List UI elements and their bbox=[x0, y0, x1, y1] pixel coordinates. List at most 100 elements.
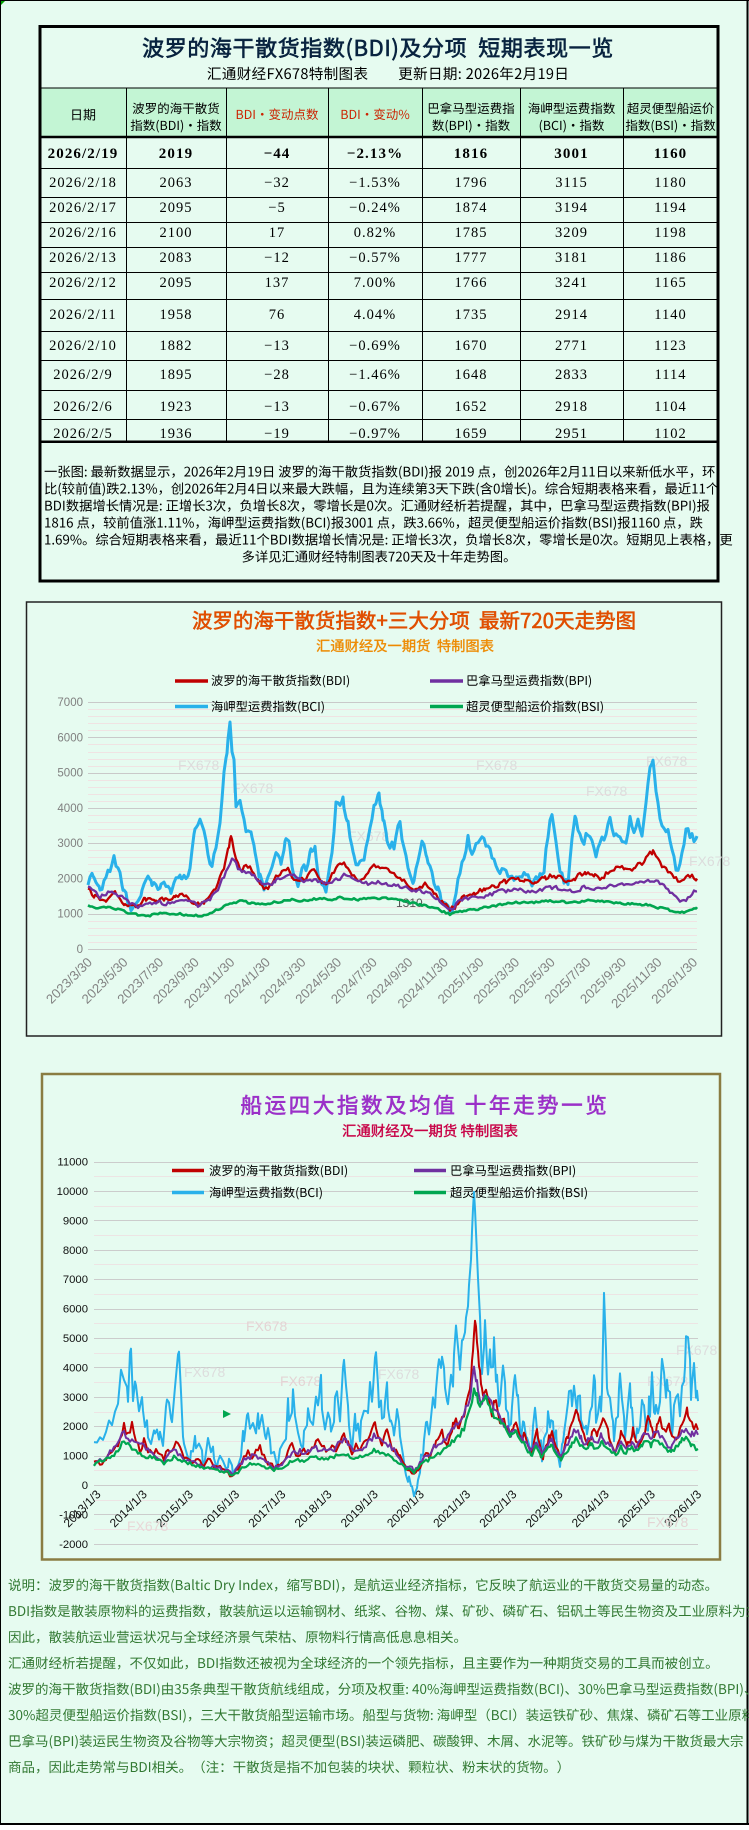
svg-text:5000: 5000 bbox=[63, 1333, 88, 1345]
svg-text:3194: 3194 bbox=[555, 200, 588, 216]
svg-text:2026/2/11: 2026/2/11 bbox=[49, 307, 116, 323]
svg-text:0.82%: 0.82% bbox=[354, 225, 396, 241]
svg-text:1198: 1198 bbox=[654, 225, 686, 241]
svg-text:−0.24%: −0.24% bbox=[349, 200, 401, 216]
svg-text:2095: 2095 bbox=[160, 200, 193, 216]
svg-text:FX678: FX678 bbox=[378, 1366, 419, 1382]
svg-text:FX678: FX678 bbox=[184, 1364, 225, 1380]
svg-text:2026/2/16: 2026/2/16 bbox=[49, 225, 117, 241]
svg-text:1816: 1816 bbox=[454, 146, 488, 162]
svg-text:1180: 1180 bbox=[654, 175, 686, 191]
svg-text:−28: −28 bbox=[264, 367, 290, 383]
svg-text:−0.69%: −0.69% bbox=[349, 338, 401, 354]
svg-text:1140: 1140 bbox=[654, 307, 686, 323]
svg-text:FX678: FX678 bbox=[586, 783, 627, 799]
svg-text:4000: 4000 bbox=[63, 1362, 88, 1374]
svg-text:-2000: -2000 bbox=[59, 1539, 88, 1551]
svg-text:137: 137 bbox=[265, 275, 290, 291]
svg-text:2026/2/12: 2026/2/12 bbox=[49, 275, 117, 291]
svg-text:3000: 3000 bbox=[63, 1392, 88, 1404]
svg-text:FX678: FX678 bbox=[476, 757, 517, 773]
svg-text:6000: 6000 bbox=[57, 732, 83, 744]
svg-text:−32: −32 bbox=[264, 175, 290, 191]
svg-text:FX678: FX678 bbox=[280, 1373, 321, 1389]
svg-text:2019: 2019 bbox=[159, 146, 193, 162]
svg-text:2026/2/17: 2026/2/17 bbox=[49, 200, 117, 216]
svg-text:FX678: FX678 bbox=[646, 753, 687, 769]
svg-text:6000: 6000 bbox=[63, 1304, 88, 1316]
svg-text:−2.13%: −2.13% bbox=[347, 146, 403, 162]
svg-text:1160: 1160 bbox=[654, 146, 688, 162]
svg-text:FX678: FX678 bbox=[178, 757, 219, 773]
svg-text:17: 17 bbox=[269, 225, 286, 241]
svg-text:3241: 3241 bbox=[555, 275, 588, 291]
svg-text:FX678: FX678 bbox=[676, 1342, 717, 1358]
svg-text:1104: 1104 bbox=[654, 399, 686, 415]
svg-text:3115: 3115 bbox=[555, 175, 587, 191]
svg-text:8000: 8000 bbox=[63, 1245, 88, 1257]
svg-text:FX678: FX678 bbox=[232, 780, 273, 796]
svg-text:1652: 1652 bbox=[455, 399, 488, 415]
svg-text:3181: 3181 bbox=[555, 250, 588, 266]
svg-text:0: 0 bbox=[82, 1480, 88, 1492]
svg-text:2026/2/9: 2026/2/9 bbox=[53, 367, 113, 383]
svg-text:1194: 1194 bbox=[654, 200, 686, 216]
svg-text:7000: 7000 bbox=[63, 1274, 88, 1286]
svg-text:1796: 1796 bbox=[455, 175, 488, 191]
svg-text:9000: 9000 bbox=[63, 1215, 88, 1227]
svg-text:7.00%: 7.00% bbox=[354, 275, 396, 291]
svg-text:76: 76 bbox=[269, 307, 286, 323]
svg-text:2100: 2100 bbox=[160, 225, 193, 241]
svg-text:1123: 1123 bbox=[654, 338, 686, 354]
svg-text:−13: −13 bbox=[264, 338, 290, 354]
svg-text:1882: 1882 bbox=[160, 338, 193, 354]
svg-text:−1.46%: −1.46% bbox=[349, 367, 401, 383]
svg-text:1785: 1785 bbox=[455, 225, 488, 241]
svg-text:FX678: FX678 bbox=[246, 1318, 287, 1334]
svg-text:1000: 1000 bbox=[63, 1451, 88, 1463]
svg-text:2000: 2000 bbox=[63, 1421, 88, 1433]
svg-text:2771: 2771 bbox=[555, 338, 588, 354]
svg-text:−1.53%: −1.53% bbox=[349, 175, 401, 191]
svg-text:FX678: FX678 bbox=[689, 853, 730, 869]
svg-text:2918: 2918 bbox=[555, 399, 588, 415]
svg-text:11000: 11000 bbox=[57, 1157, 88, 1169]
svg-text:3001: 3001 bbox=[554, 146, 588, 162]
svg-text:−5: −5 bbox=[268, 200, 285, 216]
svg-text:4000: 4000 bbox=[57, 803, 83, 815]
svg-text:4.04%: 4.04% bbox=[354, 307, 396, 323]
svg-text:1766: 1766 bbox=[455, 275, 488, 291]
svg-text:−19: −19 bbox=[264, 426, 290, 442]
svg-text:3000: 3000 bbox=[57, 838, 83, 850]
svg-text:1000: 1000 bbox=[57, 909, 83, 921]
svg-text:2083: 2083 bbox=[160, 250, 193, 266]
svg-text:5000: 5000 bbox=[57, 768, 83, 780]
svg-text:2026/2/13: 2026/2/13 bbox=[49, 250, 117, 266]
svg-text:2000: 2000 bbox=[57, 873, 83, 885]
svg-text:2026/2/18: 2026/2/18 bbox=[49, 175, 117, 191]
svg-text:1102: 1102 bbox=[654, 426, 686, 442]
svg-text:1648: 1648 bbox=[455, 367, 488, 383]
svg-text:−44: −44 bbox=[264, 146, 291, 162]
svg-text:2833: 2833 bbox=[555, 367, 588, 383]
svg-text:2063: 2063 bbox=[160, 175, 193, 191]
svg-text:10000: 10000 bbox=[57, 1186, 88, 1198]
svg-text:−0.97%: −0.97% bbox=[349, 426, 401, 442]
svg-text:2026/2/10: 2026/2/10 bbox=[49, 338, 117, 354]
svg-text:0: 0 bbox=[77, 944, 83, 956]
svg-text:1186: 1186 bbox=[654, 250, 686, 266]
svg-text:−0.67%: −0.67% bbox=[349, 399, 401, 415]
svg-text:2951: 2951 bbox=[555, 426, 588, 442]
svg-text:1670: 1670 bbox=[455, 338, 488, 354]
svg-text:3209: 3209 bbox=[555, 225, 588, 241]
svg-text:1165: 1165 bbox=[654, 275, 686, 291]
svg-text:−0.57%: −0.57% bbox=[349, 250, 401, 266]
svg-text:7000: 7000 bbox=[57, 697, 83, 709]
svg-text:1735: 1735 bbox=[455, 307, 488, 323]
svg-text:1923: 1923 bbox=[160, 399, 193, 415]
svg-text:-1000: -1000 bbox=[59, 1509, 88, 1521]
svg-text:1659: 1659 bbox=[455, 426, 488, 442]
svg-text:FX678: FX678 bbox=[647, 1514, 688, 1530]
svg-text:1777: 1777 bbox=[455, 250, 488, 266]
svg-text:2095: 2095 bbox=[160, 275, 193, 291]
